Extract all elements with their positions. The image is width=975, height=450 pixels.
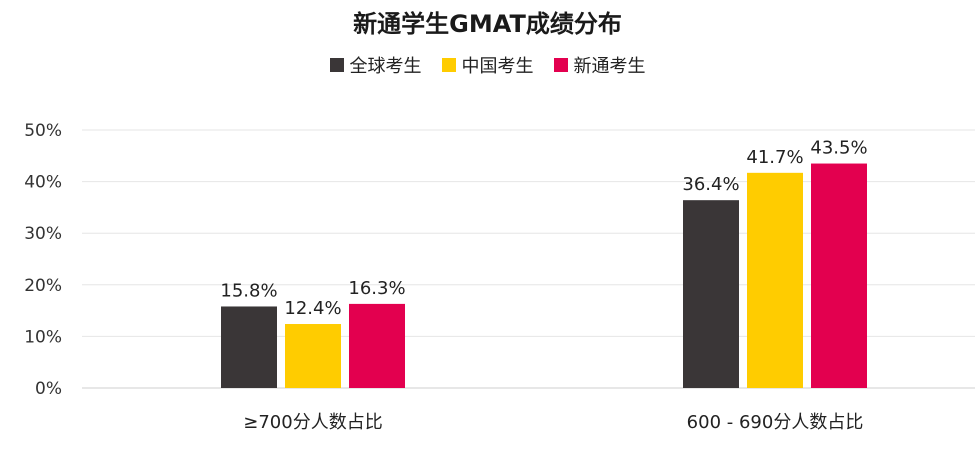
bar xyxy=(285,324,341,388)
legend: 全球考生 中国考生 新通考生 xyxy=(0,52,975,78)
legend-swatch-china xyxy=(441,58,456,72)
chart-title: 新通学生GMAT成绩分布 xyxy=(353,10,622,38)
data-label: 36.4% xyxy=(682,174,739,195)
bar xyxy=(747,172,803,388)
legend-label-global: 全球考生 xyxy=(349,56,422,77)
y-tick-label: 40% xyxy=(24,173,62,193)
y-tick-label: 0% xyxy=(35,379,62,399)
bar xyxy=(221,306,277,388)
legend-swatch-global xyxy=(329,58,344,72)
legend-label-xintong: 新通考生 xyxy=(573,56,646,77)
data-label: 41.7% xyxy=(746,147,803,168)
y-tick-label: 20% xyxy=(24,276,62,296)
legend-swatch-xintong xyxy=(553,58,568,72)
data-label: 16.3% xyxy=(348,278,405,299)
x-category-label: ≥700分人数占比 xyxy=(243,412,382,433)
bar xyxy=(683,200,739,388)
legend-item-xintong: 新通考生 xyxy=(553,52,646,78)
y-tick-label: 10% xyxy=(24,327,62,347)
y-tick-label: 30% xyxy=(24,224,62,244)
bar xyxy=(811,163,867,388)
bar xyxy=(349,303,405,388)
data-label: 15.8% xyxy=(220,280,277,301)
data-label: 43.5% xyxy=(810,138,867,159)
legend-label-china: 中国考生 xyxy=(461,56,534,77)
y-tick-label: 50% xyxy=(24,121,62,141)
legend-item-china: 中国考生 xyxy=(441,52,534,78)
legend-item-global: 全球考生 xyxy=(329,52,422,78)
data-label: 12.4% xyxy=(284,298,341,319)
x-category-label: 600 - 690分人数占比 xyxy=(687,412,864,433)
